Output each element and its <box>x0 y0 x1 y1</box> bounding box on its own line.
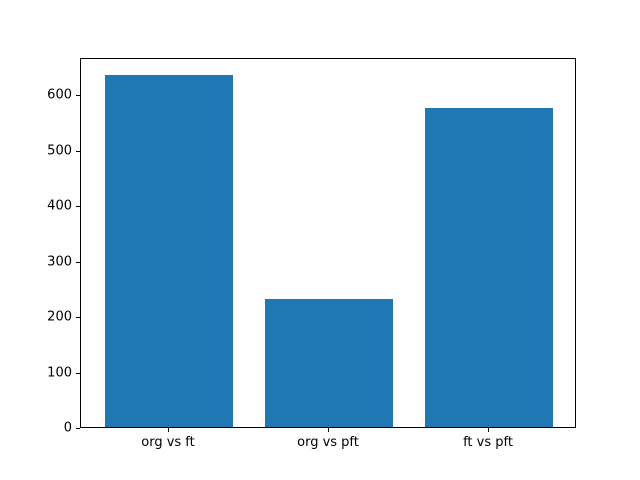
y-tick-mark <box>76 373 80 374</box>
x-tick-label: org vs ft <box>141 435 195 450</box>
y-tick-label: 400 <box>47 198 72 214</box>
y-tick-mark <box>76 262 80 263</box>
x-tick-mark <box>168 428 169 432</box>
y-tick-label: 500 <box>47 143 72 159</box>
y-tick-mark <box>76 428 80 429</box>
x-tick-label: org vs pft <box>297 435 359 450</box>
y-tick-label: 0 <box>63 420 72 436</box>
x-tick-mark <box>328 428 329 432</box>
y-tick-mark <box>76 151 80 152</box>
y-tick-label: 300 <box>47 254 72 270</box>
x-tick-label: ft vs pft <box>463 435 513 450</box>
x-tick-mark <box>488 428 489 432</box>
bar-ft-vs-pft <box>425 108 553 427</box>
plot-area <box>80 58 576 428</box>
y-tick-label: 200 <box>47 309 72 325</box>
y-tick-label: 600 <box>47 87 72 103</box>
bar-org-vs-pft <box>265 299 393 427</box>
y-tick-mark <box>76 206 80 207</box>
y-tick-label: 100 <box>47 365 72 381</box>
bar-org-vs-ft <box>105 75 233 427</box>
y-tick-mark <box>76 95 80 96</box>
y-tick-mark <box>76 317 80 318</box>
